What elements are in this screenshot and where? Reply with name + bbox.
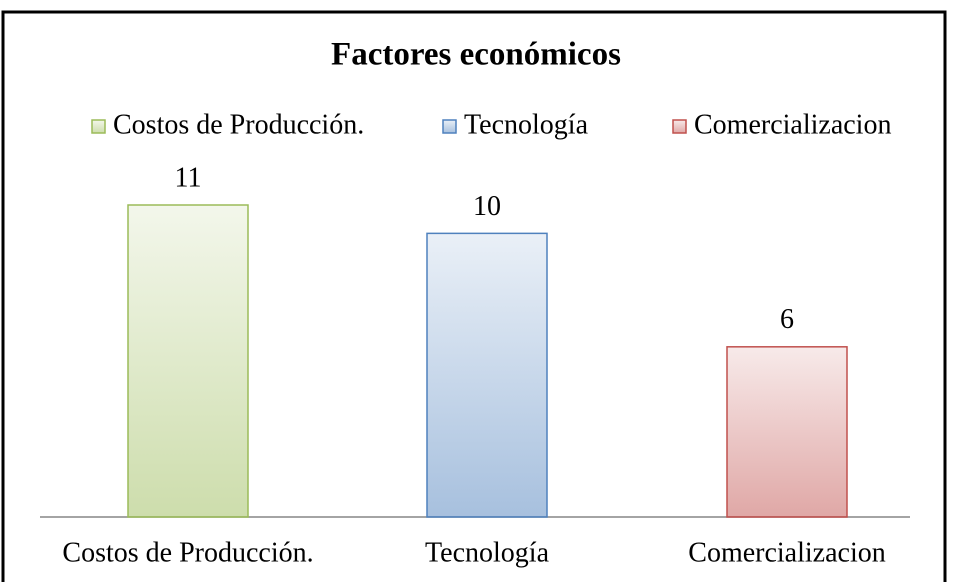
data-label: 6 <box>780 304 794 335</box>
x-tick-label: Comercializacion <box>688 537 885 568</box>
legend-swatch <box>442 119 457 134</box>
data-label: 10 <box>473 191 501 222</box>
legend-swatch <box>672 119 687 134</box>
bar <box>726 346 848 518</box>
chart-title: Factores económicos <box>331 37 621 73</box>
bar <box>127 204 249 518</box>
legend-swatch <box>91 119 106 134</box>
legend-label: Costos de Producción. <box>113 109 364 140</box>
legend-label: Tecnología <box>464 109 589 140</box>
bar <box>426 232 548 518</box>
x-tick-label: Tecnología <box>425 537 550 568</box>
data-label: 11 <box>175 162 202 193</box>
legend-label: Comercializacion <box>694 109 891 140</box>
x-tick-label: Costos de Producción. <box>62 537 313 568</box>
